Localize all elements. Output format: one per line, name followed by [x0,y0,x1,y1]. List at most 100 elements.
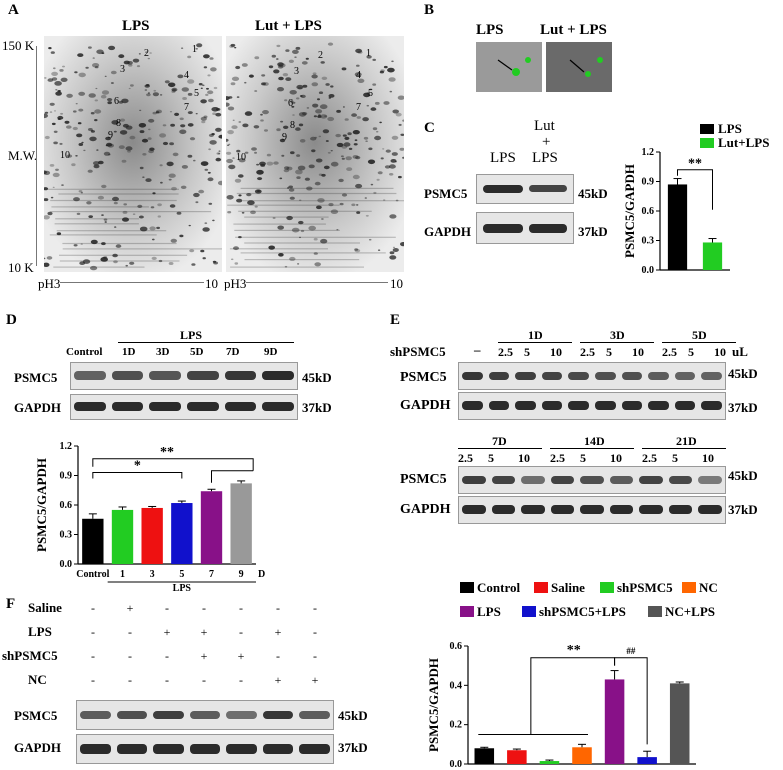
gel-spot [189,137,196,141]
gel-spot [81,141,84,144]
zoom-gel-lps [476,42,542,92]
gel-spot [276,128,281,132]
gel-spot [234,262,239,265]
gel-spot [166,161,174,167]
gel-spot [169,204,176,208]
legend-swatch [460,582,474,593]
gel-spot [90,112,95,115]
gel-spot [101,242,106,246]
gel-spot [266,161,274,166]
gel-spot [230,43,236,47]
gel-spot [209,57,214,60]
gel-spot [44,198,49,202]
bar [539,761,560,764]
gel-streak [50,199,177,202]
spot-label: 1 [366,48,371,59]
bar [507,750,527,764]
gel-spot [392,248,399,252]
gel-spot [180,124,186,128]
gel-spot [228,143,231,145]
gel-spot [104,221,107,223]
gel-spot [169,111,173,113]
day-label: 14D [584,434,605,448]
treatment-symbol: - [165,601,169,615]
dose-label: 5 [606,345,612,359]
blot-band [299,744,330,754]
treatment-symbol: - [91,673,95,687]
gel-spot [238,121,242,123]
blot-band [226,744,257,754]
gel-spot [318,135,322,138]
gel-spot [286,166,293,171]
gel-spot [298,199,302,202]
gel-streak [242,200,404,202]
gel-spot [146,93,151,97]
gel-spot [296,154,301,157]
gel-spot [395,112,402,117]
gel-spot [49,164,55,167]
gel-spot [139,130,145,134]
gel-spot [387,67,395,73]
lane-label-lut: Lut [534,118,555,134]
gel-spot [159,94,163,96]
gel-spot [241,211,245,214]
gel-spot [388,77,396,82]
bar [604,679,625,764]
treatment-symbol: - [128,673,132,687]
gel-spot [291,227,300,233]
gel-spot [400,133,404,136]
dose-label: 5 [488,451,494,465]
gel-spot [306,186,313,191]
gel-spot [376,130,379,133]
blot-psmc5-d [70,362,298,390]
gel-spot [283,125,289,129]
blot-gapdh-c [476,212,574,244]
gel-spot [380,69,385,72]
blot-kd-37: 37kD [578,224,608,239]
blot-row-gapdh: GAPDH [424,224,471,239]
gel-spot [208,202,213,205]
blot-band [462,505,486,514]
gel-spot [338,178,344,183]
blot-band [541,401,563,410]
gel-spot [328,94,335,98]
blot-band [189,711,221,719]
mw-bottom-label: 10 K [8,260,34,275]
gel-streak [240,187,394,189]
gel-spot [75,155,78,157]
gel-spot [372,127,378,131]
gel-spot [49,102,55,106]
gel-spot [304,177,310,181]
bar [572,747,592,764]
gel-streak [53,266,145,268]
treatment-symbol: - [202,601,206,615]
gel-spot [354,249,361,253]
gel-spot [296,176,301,180]
y-tick-label: 0.6 [642,206,655,217]
gel-spot [299,95,303,97]
legend-swatch [700,138,714,148]
lane-label-lps: LPS [490,150,516,166]
ph-left-start: pH3 [38,276,61,291]
gel-spot [171,186,177,191]
gel-streak [54,223,139,225]
gel-spot [218,150,221,152]
gel-spot [60,77,68,82]
gel-spot [113,201,118,205]
gel-spot [261,82,266,86]
panel-label-f: F [6,596,16,612]
gel-spot [318,91,324,94]
gel-spot [354,139,358,142]
gel-spot [230,258,234,261]
gel-spot [97,160,104,165]
blot-band [226,711,257,719]
gel-spot [365,214,369,217]
lane-label: 9D [264,346,278,358]
gel-spot [162,124,167,127]
gel-spot [168,178,172,181]
gel-spot [180,185,187,189]
x-tick-label: 9 [239,569,244,580]
gel-spot [383,65,388,69]
gel-spot [187,123,194,127]
